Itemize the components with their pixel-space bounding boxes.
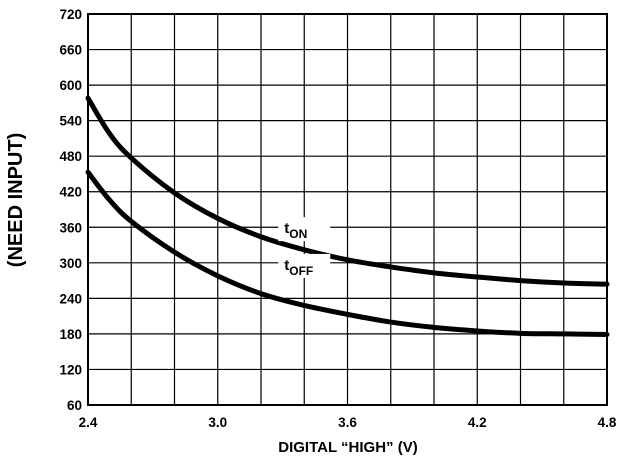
x-tick-labels: 2.4 3.0 3.6 4.2 4.8 bbox=[79, 415, 617, 430]
y-tick-label: 420 bbox=[59, 185, 82, 200]
x-axis-title: DIGITAL “HIGH” (V) bbox=[278, 439, 417, 456]
y-tick-label: 600 bbox=[59, 78, 82, 93]
grid bbox=[87, 13, 608, 406]
x-tick-label: 3.0 bbox=[208, 415, 227, 430]
y-tick-label: 240 bbox=[59, 291, 82, 306]
curve-labels: tON tOFF bbox=[278, 217, 331, 278]
x-tick-label: 3.6 bbox=[338, 415, 357, 430]
x-tick-label: 4.2 bbox=[468, 415, 487, 430]
y-axis-title: (NEED INPUT) bbox=[5, 133, 27, 267]
y-tick-labels: 60 120 180 240 300 360 420 480 540 600 660 720 bbox=[59, 7, 82, 413]
y-tick-label: 360 bbox=[59, 220, 82, 235]
y-tick-label: 720 bbox=[59, 7, 82, 22]
x-tick-label: 2.4 bbox=[79, 415, 98, 430]
plot-frame bbox=[87, 13, 608, 406]
y-tick-label: 660 bbox=[59, 43, 82, 58]
y-tick-label: 180 bbox=[59, 327, 82, 342]
series-t-off-line bbox=[85, 169, 610, 338]
y-tick-label: 60 bbox=[67, 398, 82, 413]
y-tick-label: 480 bbox=[59, 149, 82, 164]
series-label-t-off: tOFF bbox=[284, 257, 313, 278]
y-tick-label: 540 bbox=[59, 114, 82, 129]
y-tick-label: 300 bbox=[59, 256, 82, 271]
y-tick-label: 120 bbox=[59, 362, 82, 377]
series-label-t-on: tON bbox=[284, 220, 307, 241]
label-background bbox=[278, 253, 331, 278]
label-background bbox=[278, 217, 331, 242]
x-tick-label: 4.8 bbox=[598, 415, 617, 430]
